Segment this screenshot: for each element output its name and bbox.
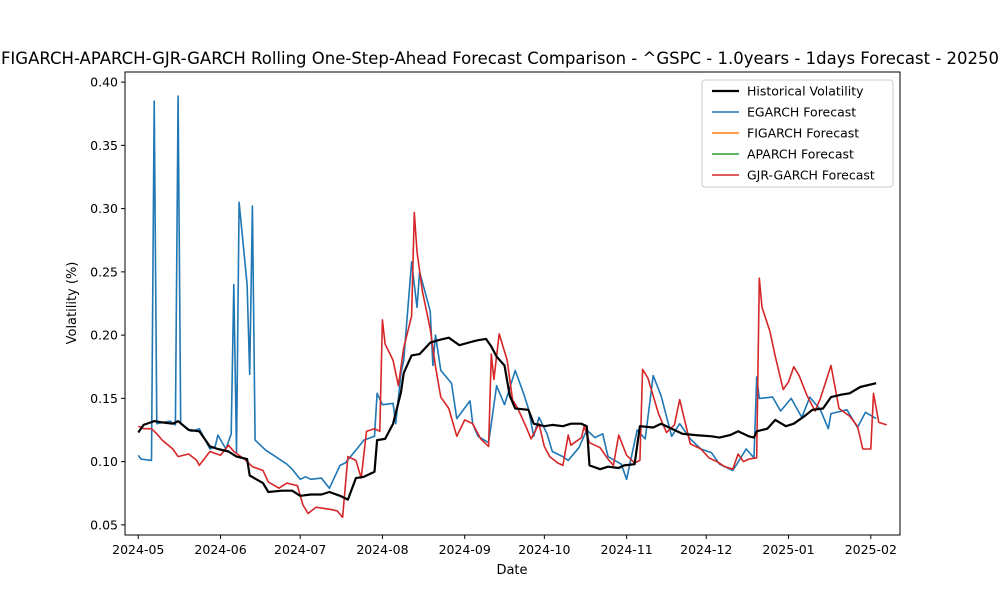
legend-label: FIGARCH Forecast: [747, 126, 859, 141]
x-tick-label: 2024-08: [356, 542, 408, 557]
y-tick-label: 0.15: [90, 391, 118, 406]
legend: Historical Volatility EGARCH Forecast FIGA…: [701, 79, 894, 188]
series-line-1: [137, 95, 877, 490]
x-tick-label: 2024-07: [274, 542, 326, 557]
legend-label: APARCH Forecast: [747, 147, 854, 162]
y-tick-label: 0.20: [90, 328, 118, 343]
y-tick-label: 0.40: [90, 75, 118, 90]
legend-label: Historical Volatility: [747, 84, 864, 99]
x-tick-label: 2025-02: [845, 542, 897, 557]
y-tick-label: 0.30: [90, 201, 118, 216]
y-tick-label: 0.05: [90, 517, 118, 532]
x-tick-label: 2025-01: [762, 542, 814, 557]
series-layer: [137, 95, 887, 519]
y-axis-label: Volatility (%): [65, 262, 80, 345]
y-axis: 0.05 0.10 0.15 0.20 0.25 0.30 0.35 0.40: [90, 75, 125, 532]
x-tick-label: 2024-09: [439, 542, 491, 557]
x-tick-label: 2024-11: [601, 542, 653, 557]
y-tick-label: 0.10: [90, 454, 118, 469]
x-axis: 2024-05 2024-06 2024-07 2024-08 2024-09 2024-…: [112, 535, 897, 557]
x-tick-label: 2024-10: [518, 542, 570, 557]
legend-label: GJR-GARCH Forecast: [747, 168, 875, 183]
x-tick-label: 2024-12: [680, 542, 732, 557]
x-tick-label: 2024-06: [194, 542, 246, 557]
series-line-0: [137, 336, 877, 501]
plot-frame: [124, 71, 901, 536]
y-tick-label: 0.35: [90, 138, 118, 153]
x-axis-label: Date: [496, 563, 527, 578]
y-tick-label: 0.25: [90, 264, 118, 279]
legend-label: EGARCH Forecast: [747, 105, 856, 120]
x-tick-label: 2024-05: [112, 542, 164, 557]
legend-box: [701, 79, 894, 188]
chart-title: FIGARCH-APARCH-GJR-GARCH Rolling One-Ste…: [1, 49, 999, 68]
